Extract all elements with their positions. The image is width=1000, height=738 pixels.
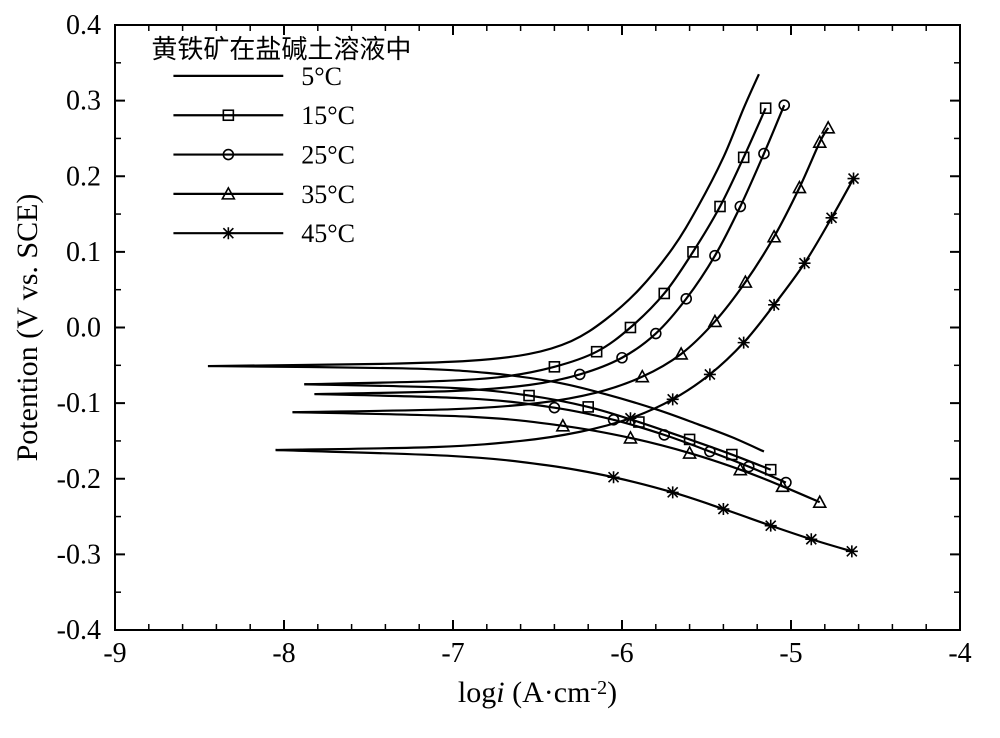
x-tick-label: -7 bbox=[441, 638, 464, 669]
series-3-anodic bbox=[292, 128, 828, 412]
x-tick-label: -9 bbox=[103, 638, 126, 669]
legend-label-0: 5°C bbox=[301, 62, 342, 91]
marker-star bbox=[799, 257, 811, 269]
marker-star bbox=[222, 227, 234, 239]
marker-star bbox=[738, 337, 750, 349]
y-tick-label: 0.2 bbox=[66, 161, 101, 192]
y-tick-label: -0.1 bbox=[57, 388, 101, 419]
marker-star bbox=[805, 533, 817, 545]
legend-label-2: 25°C bbox=[301, 141, 355, 170]
marker-star bbox=[624, 412, 636, 424]
y-tick-label: 0.4 bbox=[66, 10, 101, 41]
y-tick-label: 0.0 bbox=[66, 313, 101, 344]
y-tick-label: -0.2 bbox=[57, 464, 101, 495]
y-tick-label: -0.4 bbox=[57, 615, 101, 646]
y-tick-label: -0.3 bbox=[57, 539, 101, 570]
series-2-anodic bbox=[314, 105, 784, 394]
y-tick-label: 0.1 bbox=[66, 237, 101, 268]
marker-star bbox=[826, 212, 838, 224]
marker-star bbox=[846, 545, 858, 557]
x-tick-label: -6 bbox=[610, 638, 633, 669]
legend-title: 黄铁矿在盐碱土溶液中 bbox=[151, 35, 411, 64]
marker-star bbox=[667, 486, 679, 498]
marker-square bbox=[761, 103, 771, 113]
legend-label-4: 45°C bbox=[301, 219, 355, 248]
marker-star bbox=[768, 299, 780, 311]
y-axis-label: Potention (V vs. SCE) bbox=[11, 194, 44, 462]
x-tick-label: -5 bbox=[779, 638, 802, 669]
legend-label-3: 35°C bbox=[301, 180, 355, 209]
x-tick-label: -4 bbox=[948, 638, 971, 669]
series-0-anodic bbox=[208, 74, 759, 366]
x-axis-label: logi (A·cm-2) bbox=[458, 676, 617, 709]
marker-star bbox=[608, 471, 620, 483]
marker-star bbox=[848, 173, 860, 185]
marker-triangle bbox=[822, 122, 834, 133]
marker-star bbox=[667, 393, 679, 405]
marker-star bbox=[765, 520, 777, 532]
x-tick-label: -8 bbox=[272, 638, 295, 669]
marker-star bbox=[717, 503, 729, 515]
marker-star bbox=[704, 368, 716, 380]
legend-label-1: 15°C bbox=[301, 101, 355, 130]
y-tick-label: 0.3 bbox=[66, 86, 101, 117]
